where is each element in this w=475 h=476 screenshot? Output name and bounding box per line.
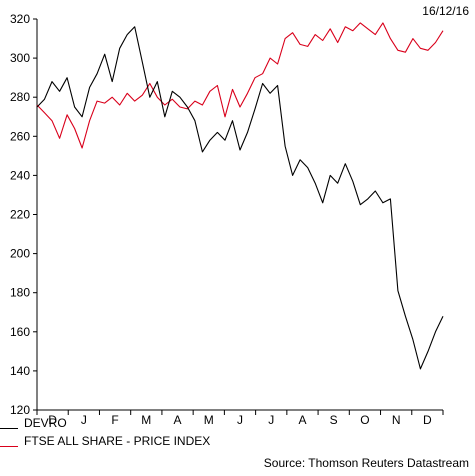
- source-note: Source: Thomson Reuters Datastream: [263, 456, 469, 470]
- x-tick-label: S: [330, 413, 338, 427]
- date-label: 16/12/16: [422, 4, 469, 18]
- y-tick-label: 160: [10, 325, 30, 339]
- series-layer: [36, 22, 444, 370]
- x-tick-label: M: [141, 413, 151, 427]
- y-tick-label: 220: [10, 208, 30, 222]
- y-tick-label: 140: [10, 364, 30, 378]
- legend-swatch-devro: [0, 427, 18, 429]
- y-tick-label: 180: [10, 286, 30, 300]
- x-tick-label: J: [268, 413, 274, 427]
- series-line-devro: [36, 26, 444, 370]
- x-tick-label: O: [360, 413, 369, 427]
- y-tick-label: 320: [10, 12, 30, 26]
- x-tick-label: A: [298, 413, 306, 427]
- y-tick-label: 260: [10, 129, 30, 143]
- legend-item-devro: DEVRO: [0, 416, 67, 430]
- y-tick-label: 120: [10, 403, 30, 417]
- x-tick-label: N: [392, 413, 401, 427]
- legend-item-ftse: FTSE ALL SHARE - PRICE INDEX: [0, 434, 210, 448]
- x-tick-label: D: [423, 413, 432, 427]
- x-tick-label: F: [111, 413, 118, 427]
- y-axis: 120 140 160 180 200 220 240 260 280 300 320: [10, 12, 37, 417]
- line-chart: 120 140 160 180 200 220 240 260 280 300 320 D J F M A M…: [10, 12, 444, 427]
- y-tick-label: 200: [10, 247, 30, 261]
- x-tick-label: M: [204, 413, 214, 427]
- x-tick-label: D: [48, 413, 57, 427]
- plot-frame: [36, 19, 443, 411]
- series-line-ftse: [36, 22, 444, 149]
- x-tick-label: J: [81, 413, 87, 427]
- legend-label-devro: DEVRO: [24, 416, 67, 430]
- x-tick-label: A: [174, 413, 182, 427]
- y-tick-label: 240: [10, 168, 30, 182]
- y-tick-label: 280: [10, 90, 30, 104]
- x-tick-label: J: [237, 413, 243, 427]
- legend-swatch-ftse: [0, 445, 18, 447]
- legend-label-ftse: FTSE ALL SHARE - PRICE INDEX: [24, 434, 211, 448]
- y-tick-label: 300: [10, 51, 30, 65]
